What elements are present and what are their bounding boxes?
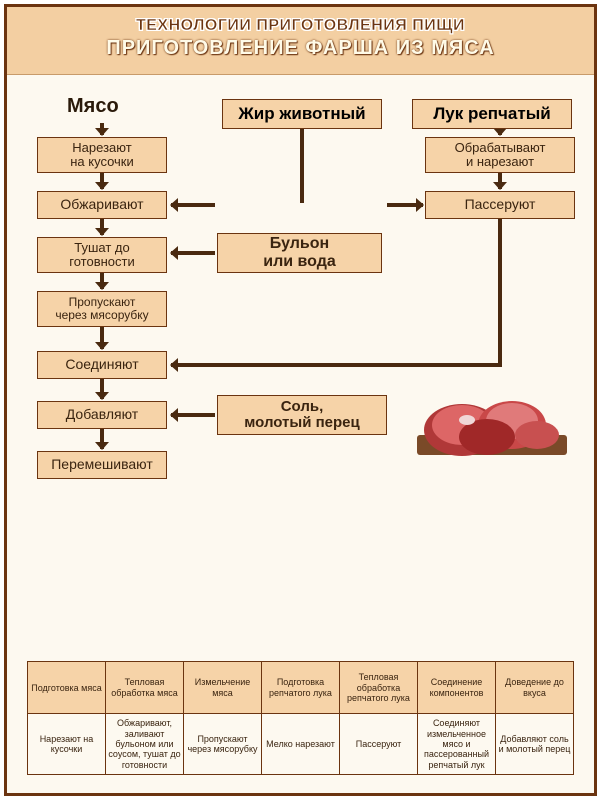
col-header-meat: Мясо — [67, 95, 119, 118]
th-4: Тепловая обработка репчатого лука — [340, 662, 418, 714]
th-0: Подготовка мяса — [28, 662, 106, 714]
td-6: Добавляют соль и молотый перец — [496, 714, 574, 775]
th-3: Подготовка репчатого лука — [262, 662, 340, 714]
table-header-row: Подготовка мясаТепловая обработка мясаИз… — [28, 662, 574, 714]
node-n3: Тушат доготовности — [37, 237, 167, 273]
meat-illustration — [407, 375, 577, 475]
flowchart-canvas: Мясо Жир животный Лук репчатый Нарезаютна к… — [7, 75, 594, 635]
header-line2: ПРИГОТОВЛЕНИЕ ФАРША ИЗ МЯСА — [15, 37, 586, 60]
poster-header: ТЕХНОЛОГИИ ПРИГОТОВЛЕНИЯ ПИЩИ ПРИГОТОВЛЕ… — [7, 7, 594, 75]
th-1: Тепловая обработка мяса — [106, 662, 184, 714]
header-line1: ТЕХНОЛОГИИ ПРИГОТОВЛЕНИЯ ПИЩИ — [15, 17, 586, 35]
td-1: Обжаривают, заливают бульоном или соусом… — [106, 714, 184, 775]
table-data-row: Нарезают на кусочкиОбжаривают, заливают … — [28, 714, 574, 775]
col-header-fat: Жир животный — [222, 99, 382, 129]
td-5: Соединяют измельченное мясо и пассерован… — [418, 714, 496, 775]
node-n1: Нарезаютна кусочки — [37, 137, 167, 173]
node-o1: Обрабатываюти нарезают — [425, 137, 575, 173]
node-n2: Обжаривают — [37, 191, 167, 219]
th-5: Соединение компонентов — [418, 662, 496, 714]
node-n5: Соединяют — [37, 351, 167, 379]
node-n4: Пропускаютчерез мясорубку — [37, 291, 167, 327]
td-4: Пассеруют — [340, 714, 418, 775]
th-2: Измельчение мяса — [184, 662, 262, 714]
node-b2: Соль,молотый перец — [217, 395, 387, 435]
col-header-onion: Лук репчатый — [412, 99, 572, 129]
node-n6: Добавляют — [37, 401, 167, 429]
node-o2: Пассеруют — [425, 191, 575, 219]
node-n7: Перемешивают — [37, 451, 167, 479]
td-0: Нарезают на кусочки — [28, 714, 106, 775]
td-2: Пропускают через мясорубку — [184, 714, 262, 775]
poster-frame: ТЕХНОЛОГИИ ПРИГОТОВЛЕНИЯ ПИЩИ ПРИГОТОВЛЕ… — [4, 4, 597, 796]
td-3: Мелко нарезают — [262, 714, 340, 775]
node-b1: Бульонили вода — [217, 233, 382, 273]
process-table: Подготовка мясаТепловая обработка мясаИз… — [27, 661, 574, 775]
th-6: Доведение до вкуса — [496, 662, 574, 714]
